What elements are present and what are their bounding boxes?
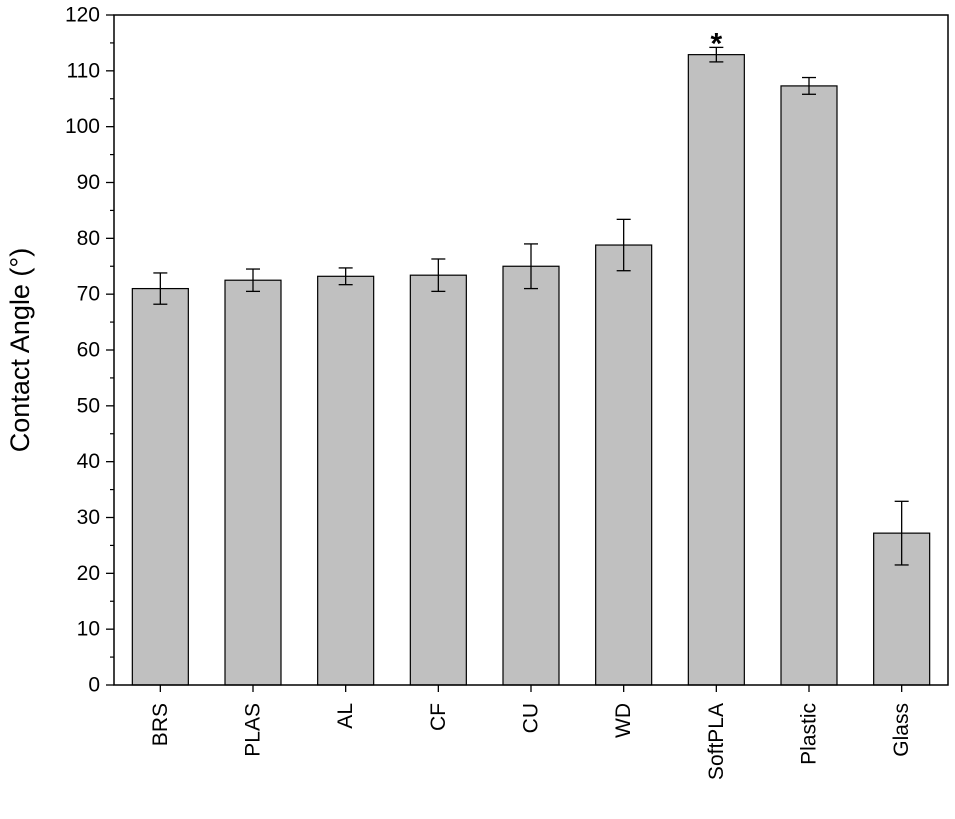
significance-star: * — [710, 27, 722, 60]
bar-cf — [409, 274, 467, 686]
y-axis-title: Contact Angle (°) — [5, 248, 35, 452]
bar-plastic — [780, 85, 838, 686]
y-tick-label: 50 — [77, 394, 100, 417]
y-tick-label: 90 — [77, 171, 100, 194]
x-tick-label: CU — [520, 703, 543, 733]
bar-plas — [224, 279, 282, 686]
y-tick-label: 10 — [77, 618, 100, 641]
x-tick-label: Glass — [890, 703, 913, 757]
x-tick-label: SoftPLA — [705, 703, 728, 780]
x-tick-label: AL — [334, 703, 357, 729]
bar-brs — [131, 287, 189, 686]
x-tick-label: WD — [612, 703, 635, 738]
x-tick-label: Plastic — [798, 703, 821, 765]
x-tick-label: CF — [427, 703, 450, 731]
y-tick-label: 20 — [77, 562, 100, 585]
y-tick-label: 60 — [77, 339, 100, 362]
y-tick-label: 70 — [77, 283, 100, 306]
bar-wd — [595, 244, 653, 686]
y-tick-label: 30 — [77, 506, 100, 529]
x-tick-label: PLAS — [242, 703, 265, 757]
y-tick-label: 80 — [77, 227, 100, 250]
y-tick-label: 100 — [65, 115, 100, 138]
y-tick-label: 120 — [65, 4, 100, 27]
y-tick-label: 110 — [67, 59, 100, 82]
y-tick-label: 40 — [77, 450, 100, 473]
bar-cu — [502, 265, 560, 686]
bar-softpla — [687, 54, 745, 686]
bar-al — [317, 275, 375, 686]
x-tick-label: BRS — [149, 703, 172, 746]
y-tick-label: 0 — [88, 674, 100, 697]
